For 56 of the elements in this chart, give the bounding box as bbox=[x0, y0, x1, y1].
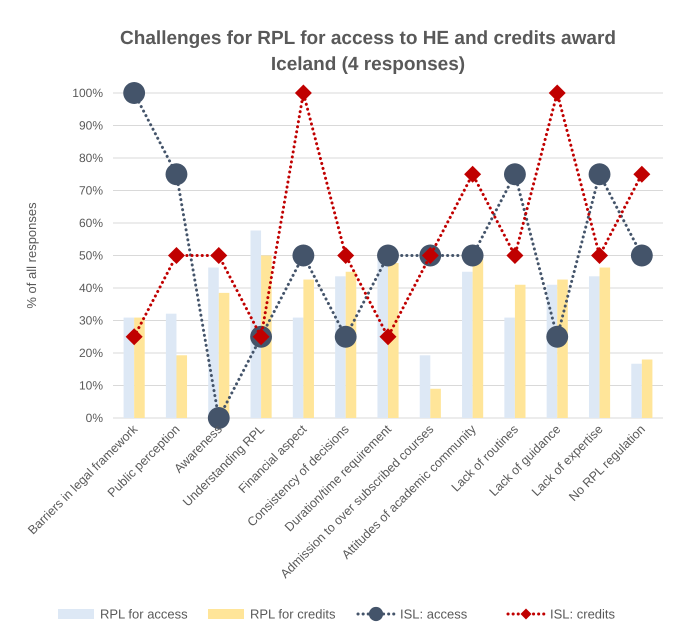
bar bbox=[303, 280, 314, 418]
legend-label: RPL for credits bbox=[250, 606, 336, 622]
bar bbox=[514, 284, 526, 418]
bar bbox=[462, 272, 473, 418]
point bbox=[168, 247, 185, 264]
y-tick-label: 40% bbox=[78, 281, 104, 295]
point bbox=[166, 163, 188, 186]
point bbox=[337, 247, 354, 264]
bar bbox=[504, 318, 515, 418]
chart-title: Challenges for RPL for access to HE and credits award Iceland (4 responses) bbox=[120, 28, 616, 75]
legend-label: ISL: credits bbox=[550, 606, 616, 622]
y-axis-title: % of all responses bbox=[24, 202, 39, 309]
point bbox=[380, 328, 396, 346]
point bbox=[506, 247, 524, 264]
point bbox=[334, 326, 357, 348]
bar bbox=[124, 318, 134, 418]
y-tick-label: 80% bbox=[78, 151, 104, 165]
point bbox=[591, 247, 608, 264]
bar bbox=[292, 318, 304, 418]
bar bbox=[388, 262, 399, 418]
bar bbox=[472, 258, 484, 418]
y-tick-label: 100% bbox=[72, 86, 104, 100]
bar bbox=[420, 355, 430, 418]
point bbox=[546, 326, 568, 348]
y-tick-label: 90% bbox=[78, 118, 104, 132]
point bbox=[126, 328, 143, 346]
bar bbox=[600, 268, 610, 418]
point bbox=[464, 166, 482, 183]
point bbox=[292, 244, 314, 266]
point bbox=[210, 247, 228, 264]
bar bbox=[134, 318, 145, 418]
y-tick-label: 20% bbox=[78, 346, 104, 360]
bar bbox=[588, 276, 600, 418]
point bbox=[588, 163, 610, 186]
bar bbox=[430, 388, 441, 418]
point bbox=[294, 84, 312, 102]
y-tick-label: 30% bbox=[78, 314, 104, 328]
bar bbox=[631, 364, 642, 418]
y-tick-label: 0% bbox=[86, 411, 104, 425]
bar bbox=[218, 292, 230, 418]
bar bbox=[642, 360, 652, 418]
point bbox=[462, 244, 484, 266]
y-tick-label: 60% bbox=[78, 216, 104, 230]
legend-label: ISL: access bbox=[400, 606, 468, 622]
legend-label: RPL for access bbox=[100, 606, 188, 622]
point bbox=[633, 166, 650, 183]
bar bbox=[166, 314, 176, 418]
point bbox=[548, 84, 566, 102]
point bbox=[377, 244, 399, 266]
y-tick-label: 70% bbox=[78, 184, 104, 198]
y-tick-label: 10% bbox=[78, 378, 104, 392]
point bbox=[123, 82, 146, 104]
bar bbox=[176, 355, 188, 418]
point bbox=[630, 244, 653, 266]
point bbox=[504, 163, 526, 186]
y-tick-label: 50% bbox=[78, 248, 104, 262]
